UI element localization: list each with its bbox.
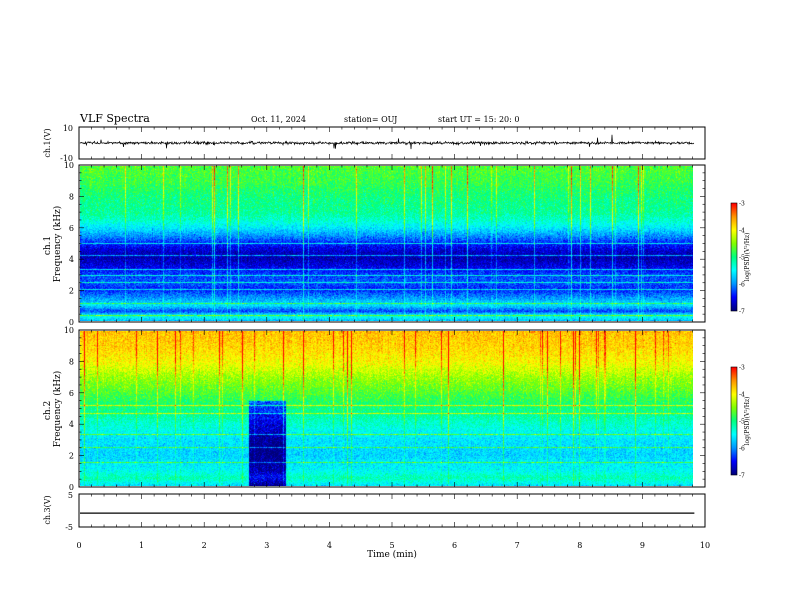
- ch1-colorbar-tick-0: -3: [739, 201, 745, 208]
- ch2-spectrogram-ytick-0: 0: [69, 483, 74, 492]
- ch1-colorbar-tick-3: -6: [739, 282, 745, 289]
- ch2-colorbar-tick-4: -7: [739, 473, 745, 480]
- ch2-colorbar-ticks: -3 -4 -5 -6 -7: [739, 365, 745, 480]
- ch2-spectrogram-ytick-4: 8: [69, 357, 74, 366]
- ch1-colorbar-tick-4: -7: [739, 309, 745, 316]
- ch1-waveform-trace: [79, 134, 695, 150]
- time-axis-tick-8: 8: [577, 541, 582, 550]
- date-label: Oct. 11, 2024: [251, 115, 306, 124]
- ch1-spectrogram-panel: 0 2 4 6 8 10 ch.1 Frequency (kHz): [43, 161, 706, 327]
- ch1-spectrogram-ytick-0: 0: [69, 318, 74, 327]
- start-time-label: start UT = 15: 20: 0: [438, 115, 519, 124]
- ch3-waveform-ylabel: ch.3(V): [43, 495, 52, 524]
- time-axis-tick-5: 5: [389, 541, 394, 550]
- ch2-spectrogram-ticks: [78, 330, 706, 487]
- ch2-spectrogram-image-wrap: [80, 331, 693, 486]
- ch2-spectrogram-image: [80, 331, 693, 486]
- time-axis-tick-3: 3: [264, 541, 269, 550]
- ch2-ylabel-frequency: Frequency (kHz): [52, 371, 63, 448]
- ch2-ylabel-channel: ch.2: [43, 401, 53, 420]
- ch2-spectrogram-ytick-3: 6: [69, 389, 74, 398]
- ch2-colorbar-frame: [730, 366, 738, 476]
- time-axis-tick-10: 10: [700, 541, 710, 550]
- figure-title: VLF Spectra: [79, 112, 150, 125]
- ch1-colorbar-tick-1: -4: [739, 228, 745, 235]
- ch3-waveform-ticks: [78, 494, 706, 527]
- ch3-waveform-panel: 5 -5 ch.3(V): [43, 491, 706, 532]
- ch3-ytick-bottom: -5: [65, 523, 73, 532]
- time-axis-tick-9: 9: [640, 541, 645, 550]
- ch1-ytick-top: 10: [63, 124, 73, 133]
- ch2-colorbar: -3 -4 -5 -6 -7 log(PSD)(V²/Hz): [730, 365, 751, 480]
- time-axis-label: Time (min): [367, 549, 417, 560]
- ch1-spectrogram-image: [80, 166, 693, 321]
- ch2-spectrogram-ytick-5: 10: [64, 326, 74, 335]
- ch2-spectrogram-ylabel-ch: ch.2 Frequency (kHz): [43, 371, 63, 448]
- ch3-ytick-top: 5: [68, 491, 73, 500]
- ch1-colorbar-ticks: -3 -4 -5 -6 -7: [739, 201, 745, 316]
- ch2-colorbar-tick-3: -6: [739, 446, 745, 453]
- ch2-colorbar-gradient-wrap: [731, 367, 737, 475]
- time-axis-tick-labels: 0 1 2 3 4 5 6 7 8 9 10: [76, 541, 710, 550]
- ch1-spectrogram-ticks: [78, 165, 706, 322]
- station-label: station= OUJ: [344, 115, 397, 124]
- ch1-spectrogram-ytick-1: 2: [69, 287, 74, 296]
- time-axis-tick-1: 1: [139, 541, 144, 550]
- time-axis-tick-0: 0: [76, 541, 81, 550]
- ch1-colorbar-gradient-wrap: [731, 203, 737, 311]
- ch1-frequency-ticks: 0 2 4 6 8 10: [64, 161, 705, 327]
- ch2-spectrogram-ytick-2: 4: [69, 420, 74, 429]
- ch1-waveform-ylabel: ch.1(V): [43, 128, 52, 157]
- ch1-spectrogram-ylabel-ch: ch.1 Frequency (kHz): [43, 206, 63, 283]
- ch2-colorbar-label: log(PSD)(V²/Hz): [744, 397, 751, 446]
- time-axis-tick-4: 4: [327, 541, 332, 550]
- ch2-colorbar-gradient: [731, 367, 737, 475]
- ch1-colorbar-frame: [730, 202, 738, 312]
- ch2-colorbar-tick-0: -3: [739, 365, 745, 372]
- ch1-spectrogram-image-wrap: [80, 166, 693, 321]
- ch1-spectrogram-ytick-5: 10: [64, 161, 74, 170]
- ch2-colorbar-tick-2: -5: [739, 419, 745, 426]
- ch1-ylabel-frequency: Frequency (kHz): [52, 206, 63, 283]
- ch1-colorbar-gradient: [731, 203, 737, 311]
- ch1-colorbar: -3 -4 -5 -6 -7 log(PSD)(V²/Hz): [730, 201, 751, 316]
- time-axis-tick-6: 6: [452, 541, 457, 550]
- ch1-ylabel-channel: ch.1: [43, 236, 53, 255]
- ch1-spectrogram-ytick-4: 8: [69, 192, 74, 201]
- ch1-colorbar-label: log(PSD)(V²/Hz): [744, 233, 751, 282]
- ch1-waveform-panel: 10 -10 ch.1(V): [43, 124, 706, 163]
- ch2-spectrogram-ytick-1: 2: [69, 452, 74, 461]
- time-axis-tick-2: 2: [202, 541, 207, 550]
- ch1-spectrogram-ytick-3: 6: [69, 224, 74, 233]
- ch1-colorbar-tick-2: -5: [739, 255, 745, 262]
- ch1-ytick-bottom: -10: [60, 154, 73, 163]
- ch1-spectrogram-ytick-2: 4: [69, 255, 74, 264]
- time-axis-tick-7: 7: [515, 541, 520, 550]
- ch2-frequency-ticks: 0 2 4 6 8 10: [64, 326, 705, 492]
- ch1-waveform-ticks: [78, 127, 706, 159]
- ch2-spectrogram-panel: 0 2 4 6 8 10 ch.2 Frequency (kHz): [43, 326, 706, 492]
- ch2-colorbar-tick-1: -4: [739, 392, 745, 399]
